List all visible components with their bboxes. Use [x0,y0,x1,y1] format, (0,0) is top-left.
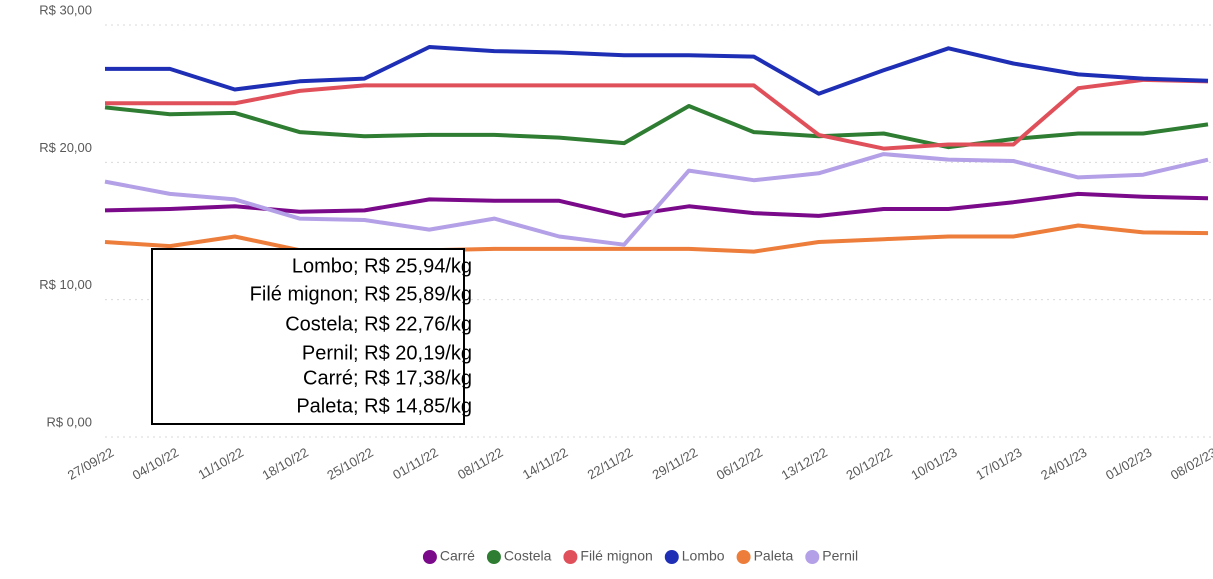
annotation-text: Lombo; R$ 25,94/kg [292,255,472,277]
legend-label: Pernil [822,548,858,564]
annotation-text: Filé mignon; R$ 25,89/kg [250,283,472,305]
legend-label: Filé mignon [580,548,652,564]
x-tick-label: 17/01/23 [973,445,1024,483]
x-tick-label: 01/02/23 [1103,445,1154,483]
x-tick-label: 18/10/22 [260,445,311,483]
x-tick-label: 04/10/22 [130,445,181,483]
x-tick-label: 14/11/22 [520,445,570,483]
x-tick-label: 29/11/22 [650,445,700,483]
annotation-text: Carré; R$ 17,38/kg [303,367,472,389]
legend-label: Lombo [682,548,725,564]
legend-label: Carré [440,548,475,564]
x-tick-label: 10/01/23 [908,445,959,483]
series-line [104,104,1209,150]
x-tick-label: 24/01/23 [1038,445,1089,483]
series-line [104,152,1209,247]
series-line [104,223,1209,254]
x-tick-label: 11/10/22 [195,445,245,483]
series-line [104,191,1209,218]
x-tick-label: 06/12/22 [714,445,765,483]
annotation-text: Pernil; R$ 20,19/kg [302,342,472,364]
x-tick-label: 25/10/22 [324,445,375,483]
x-tick-label: 08/11/22 [455,445,505,483]
x-tick-label: 20/12/22 [843,445,894,483]
legend-marker [664,550,679,564]
legend-marker [422,550,437,564]
x-tick-label: 01/11/22 [390,445,440,483]
legend-marker [736,550,751,564]
legend-label: Costela [504,548,552,564]
annotation-box [151,248,465,425]
x-tick-label: 27/09/22 [65,445,116,483]
legend: Carré Costela Filé mignon Lombo Paleta Pernil [422,548,858,564]
x-tick-label: 13/12/22 [779,445,830,483]
series-line [105,45,1209,96]
x-tick-label: 08/02/23 [1168,445,1213,483]
y-tick-label: R$ 0,00 [46,414,92,429]
y-tick-label: R$ 10,00 [39,277,92,292]
legend-marker [563,550,578,564]
legend-marker [486,550,501,564]
annotation-text: Costela; R$ 22,76/kg [285,313,472,335]
x-tick-label: 22/11/22 [585,445,635,483]
annotation-text: Paleta; R$ 14,85/kg [296,395,472,417]
legend-label: Paleta [754,548,794,564]
y-tick-label: R$ 30,00 [39,2,92,17]
series-line [105,77,1209,151]
legend-marker [805,550,820,564]
y-tick-label: R$ 20,00 [39,140,92,155]
